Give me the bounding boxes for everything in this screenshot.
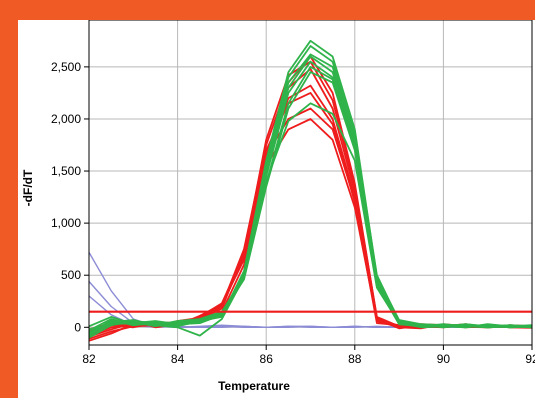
y-tick-label: 0 [74, 320, 81, 334]
x-tick-label: 84 [171, 352, 185, 366]
plot-border [88, 20, 533, 346]
y-tick-label: 1,500 [51, 164, 81, 178]
green-series-line [88, 39, 533, 329]
green-series-group [88, 39, 533, 339]
y-tick-labels: 0 500 1,000 1,500 2,000 2,500 [51, 60, 89, 334]
green-series-line [88, 66, 533, 336]
green-series-line [88, 53, 533, 337]
blue-series-group [88, 251, 533, 328]
green-series-line [88, 60, 533, 332]
green-series-line [88, 55, 533, 331]
blue-series-line [88, 251, 533, 328]
x-tick-label: 82 [82, 352, 96, 366]
green-series-line [88, 45, 533, 339]
y-axis-label: -dF/dT [21, 169, 35, 206]
chart-panel: 0 500 1,000 1,500 2,000 2,500 82 84 86 88 90 92 Te… [18, 20, 535, 398]
x-tick-label: 86 [260, 352, 274, 366]
green-series-line [88, 71, 533, 337]
red-series-group [88, 55, 533, 342]
red-series-line [88, 92, 533, 342]
x-axis-label: Temperature [218, 379, 290, 393]
x-tick-labels: 82 84 86 88 90 92 [82, 345, 535, 366]
red-series-line [88, 84, 533, 335]
red-series-line [88, 55, 533, 337]
y-tick-label: 500 [61, 268, 81, 282]
red-series-line [88, 118, 533, 331]
y-tick-label: 2,000 [51, 112, 81, 126]
y-tick-label: 1,000 [51, 216, 81, 230]
x-tick-label: 90 [437, 352, 451, 366]
axes [88, 20, 533, 346]
x-tick-label: 92 [525, 352, 535, 366]
red-series-line [88, 107, 533, 333]
melt-curve-chart: 0 500 1,000 1,500 2,000 2,500 82 84 86 88 90 92 Te… [21, 20, 535, 393]
y-tick-label: 2,500 [51, 60, 81, 74]
x-tick-label: 88 [348, 352, 362, 366]
green-series-line [88, 102, 533, 334]
